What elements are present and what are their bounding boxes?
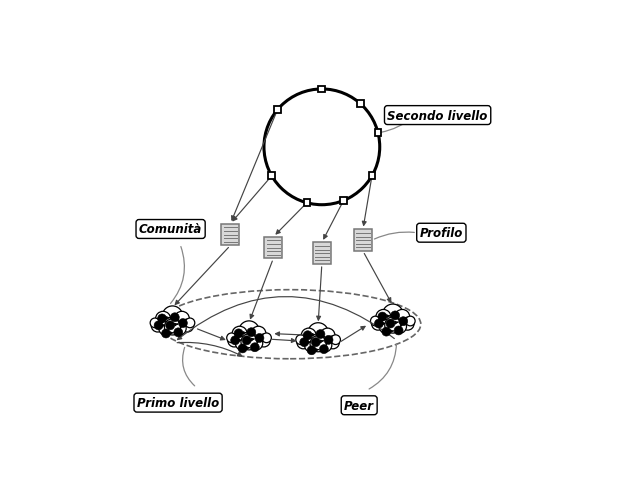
Circle shape xyxy=(301,329,317,344)
Circle shape xyxy=(372,318,384,331)
Circle shape xyxy=(249,336,263,350)
Circle shape xyxy=(374,319,384,328)
Bar xyxy=(313,243,331,265)
Circle shape xyxy=(174,328,183,337)
Circle shape xyxy=(232,327,247,342)
Bar xyxy=(268,173,275,180)
Circle shape xyxy=(300,338,309,347)
Bar xyxy=(264,237,282,259)
Circle shape xyxy=(386,319,395,328)
Circle shape xyxy=(239,321,259,342)
Circle shape xyxy=(172,321,186,335)
Circle shape xyxy=(399,317,408,326)
Circle shape xyxy=(394,326,403,335)
Circle shape xyxy=(242,336,251,345)
Circle shape xyxy=(401,318,414,331)
Circle shape xyxy=(382,304,403,325)
Circle shape xyxy=(327,336,339,349)
Circle shape xyxy=(320,345,328,354)
Bar xyxy=(354,230,372,252)
Circle shape xyxy=(316,330,325,339)
Text: Secondo livello: Secondo livello xyxy=(387,109,488,122)
Circle shape xyxy=(320,329,335,344)
Bar xyxy=(222,224,239,246)
Bar xyxy=(375,130,381,137)
Circle shape xyxy=(154,321,163,330)
Circle shape xyxy=(378,313,387,321)
Bar xyxy=(318,87,325,93)
Circle shape xyxy=(181,319,193,333)
Circle shape xyxy=(151,319,164,333)
Circle shape xyxy=(394,310,409,325)
Circle shape xyxy=(255,334,264,343)
Circle shape xyxy=(230,336,240,345)
Circle shape xyxy=(178,319,187,328)
Circle shape xyxy=(382,328,391,336)
Circle shape xyxy=(158,314,166,323)
Circle shape xyxy=(234,329,243,338)
Circle shape xyxy=(241,334,257,350)
Bar xyxy=(303,200,310,207)
Circle shape xyxy=(376,310,391,325)
Circle shape xyxy=(150,318,160,328)
Circle shape xyxy=(392,320,406,333)
Circle shape xyxy=(391,311,399,320)
Circle shape xyxy=(236,336,249,350)
Circle shape xyxy=(247,328,256,337)
Bar xyxy=(357,101,364,108)
Circle shape xyxy=(170,313,179,322)
Circle shape xyxy=(185,318,195,328)
Circle shape xyxy=(161,329,170,338)
Circle shape xyxy=(251,343,259,352)
Text: Profilo: Profilo xyxy=(420,227,463,240)
Circle shape xyxy=(371,317,380,326)
Bar xyxy=(274,107,281,114)
Circle shape xyxy=(318,338,332,352)
Circle shape xyxy=(166,321,175,330)
Bar xyxy=(369,173,376,180)
Text: Primo livello: Primo livello xyxy=(137,396,219,409)
Circle shape xyxy=(159,321,173,335)
Circle shape xyxy=(297,336,310,349)
Circle shape xyxy=(308,323,328,344)
Circle shape xyxy=(227,333,236,343)
Circle shape xyxy=(385,318,401,333)
Circle shape xyxy=(406,317,415,326)
Circle shape xyxy=(303,331,312,340)
Text: Peer: Peer xyxy=(344,399,374,412)
Circle shape xyxy=(379,320,393,333)
Circle shape xyxy=(257,334,270,347)
Circle shape xyxy=(296,335,305,345)
Circle shape xyxy=(156,312,171,327)
Circle shape xyxy=(162,306,183,327)
Circle shape xyxy=(165,319,180,335)
Circle shape xyxy=(251,327,266,342)
Circle shape xyxy=(175,312,190,327)
Circle shape xyxy=(262,333,271,343)
Circle shape xyxy=(310,336,326,352)
Circle shape xyxy=(238,344,247,353)
Circle shape xyxy=(228,334,241,347)
Bar xyxy=(340,198,347,204)
Text: Comunità: Comunità xyxy=(139,223,202,236)
Circle shape xyxy=(305,338,318,352)
Circle shape xyxy=(311,338,320,347)
Circle shape xyxy=(307,346,316,355)
Circle shape xyxy=(324,336,333,345)
Circle shape xyxy=(331,335,340,345)
